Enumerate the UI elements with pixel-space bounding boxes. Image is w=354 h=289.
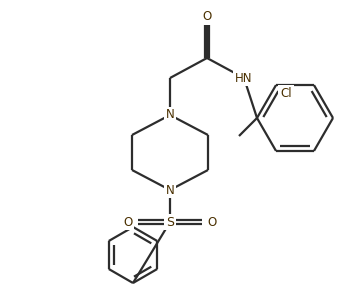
- Text: O: O: [124, 216, 133, 229]
- Text: HN: HN: [235, 71, 253, 84]
- Text: N: N: [166, 108, 175, 121]
- Text: O: O: [202, 10, 212, 23]
- Text: S: S: [166, 216, 174, 229]
- Text: O: O: [207, 216, 217, 229]
- Text: N: N: [166, 184, 175, 197]
- Text: Cl: Cl: [280, 87, 292, 100]
